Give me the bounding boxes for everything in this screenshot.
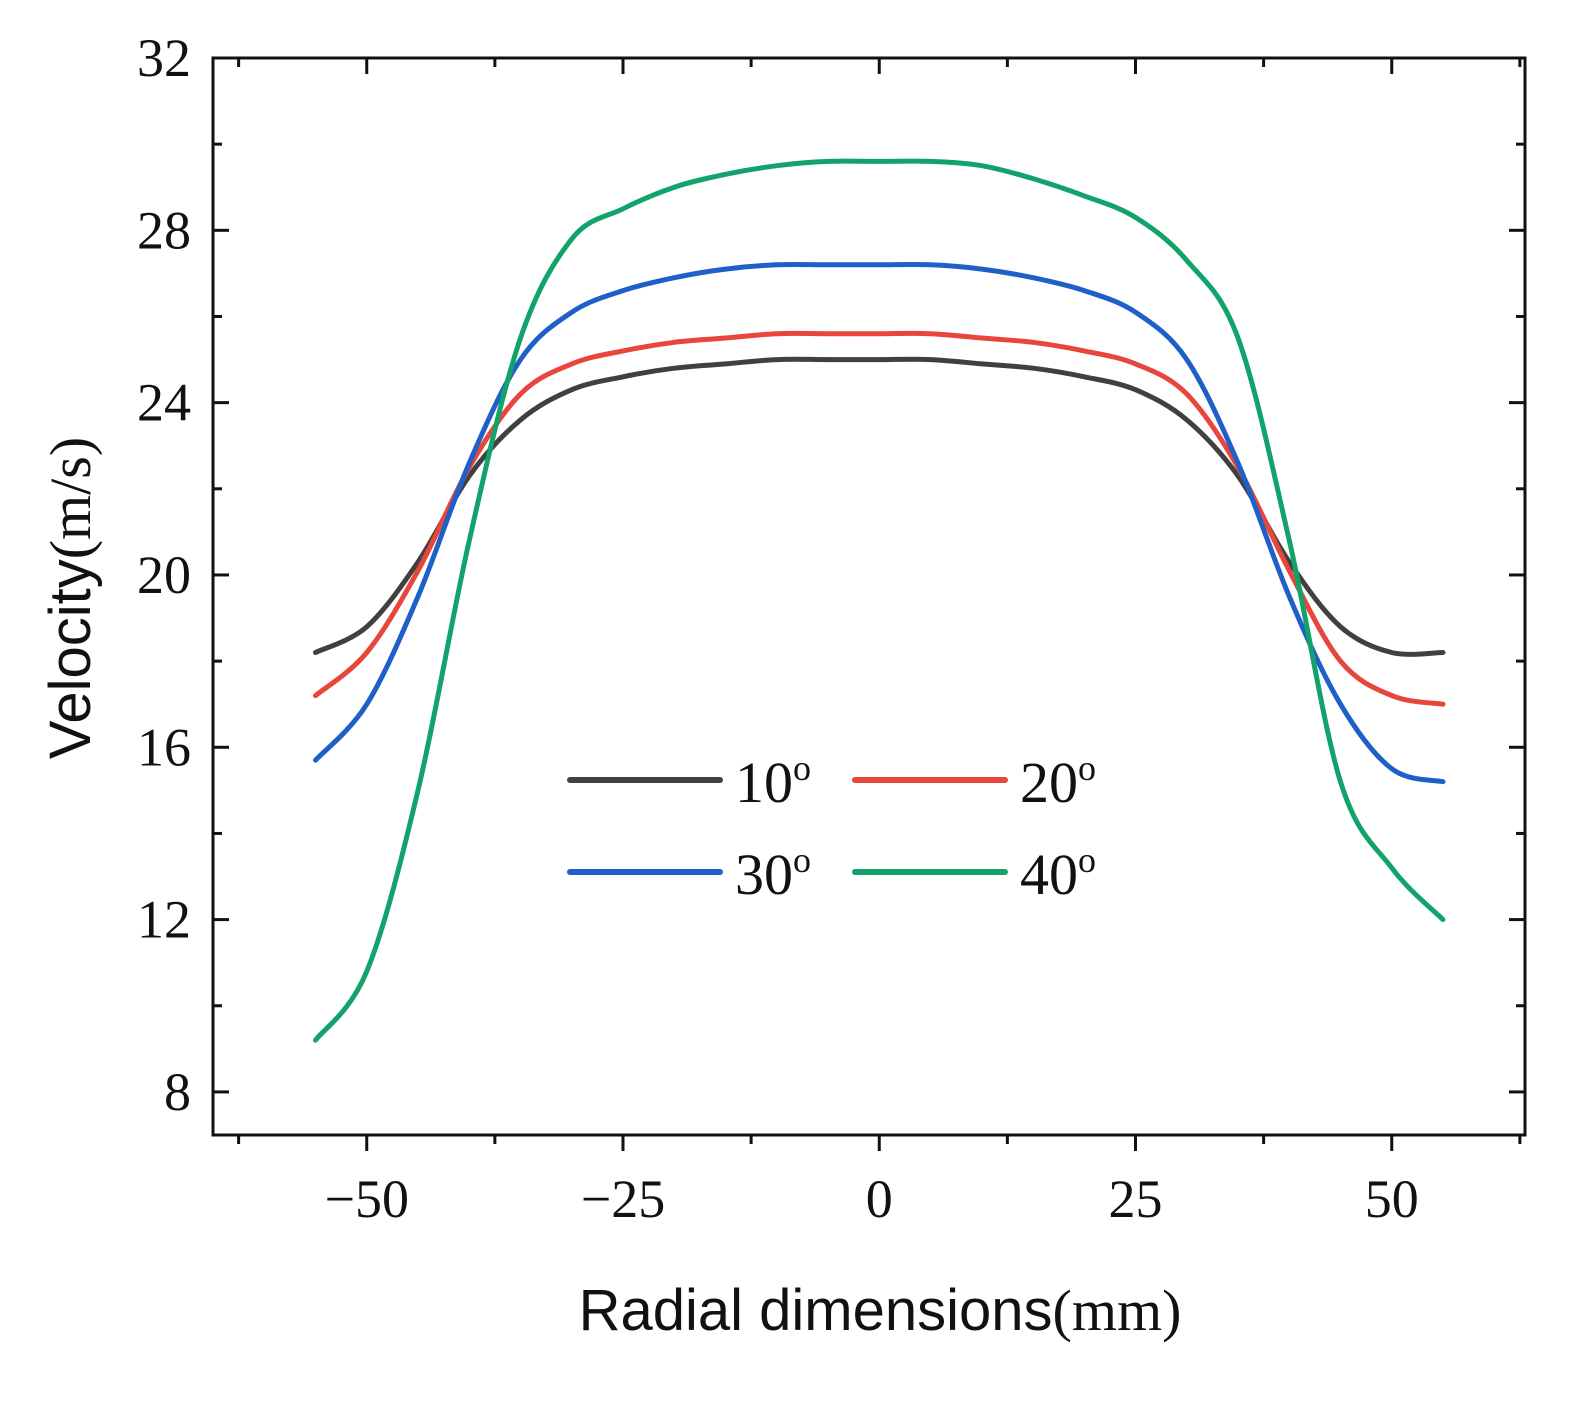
- series-line-20-deg: [313, 330, 1446, 707]
- series-line-10-deg: [313, 356, 1446, 657]
- series-lines: [313, 158, 1446, 1043]
- y-tick-label: 12: [137, 890, 191, 950]
- plot-frame: [211, 56, 1527, 1137]
- y-tick-label: 8: [164, 1062, 191, 1122]
- x-axis-title-text: Radial dimensions: [579, 1278, 1053, 1343]
- x-axis: −50 −25 0 25 50: [237, 58, 1522, 1229]
- y-tick-label: 20: [137, 545, 191, 605]
- y-tick-label: 24: [137, 373, 191, 433]
- y-axis-title-unit: (m/s): [38, 437, 103, 559]
- series-line-30-deg: [313, 261, 1446, 785]
- x-tick-label: −50: [325, 1169, 409, 1229]
- series-line-40-deg: [313, 158, 1446, 1043]
- y-axis: 8 12 16 20 24 28 32: [137, 28, 1525, 1122]
- legend-label-20-deg: 20o: [1020, 748, 1096, 815]
- y-tick-label: 28: [137, 200, 191, 260]
- legend-label-30-deg: 30o: [735, 840, 811, 907]
- y-tick-label: 16: [137, 717, 191, 777]
- y-tick-label: 32: [137, 28, 191, 88]
- x-axis-title: Radial dimensions(mm): [579, 1278, 1182, 1343]
- y-axis-title-text: Velocity: [38, 559, 103, 759]
- y-axis-title: Velocity(m/s): [38, 437, 103, 759]
- x-tick-label: 50: [1365, 1169, 1419, 1229]
- x-tick-label: 0: [866, 1169, 893, 1229]
- legend: 10o 20o 30o 40o: [567, 748, 1096, 907]
- legend-label-10-deg: 10o: [735, 748, 811, 815]
- x-tick-label: 25: [1109, 1169, 1163, 1229]
- legend-label-40-deg: 40o: [1020, 840, 1096, 907]
- x-axis-title-unit: (mm): [1053, 1278, 1182, 1343]
- x-tick-label: −25: [581, 1169, 665, 1229]
